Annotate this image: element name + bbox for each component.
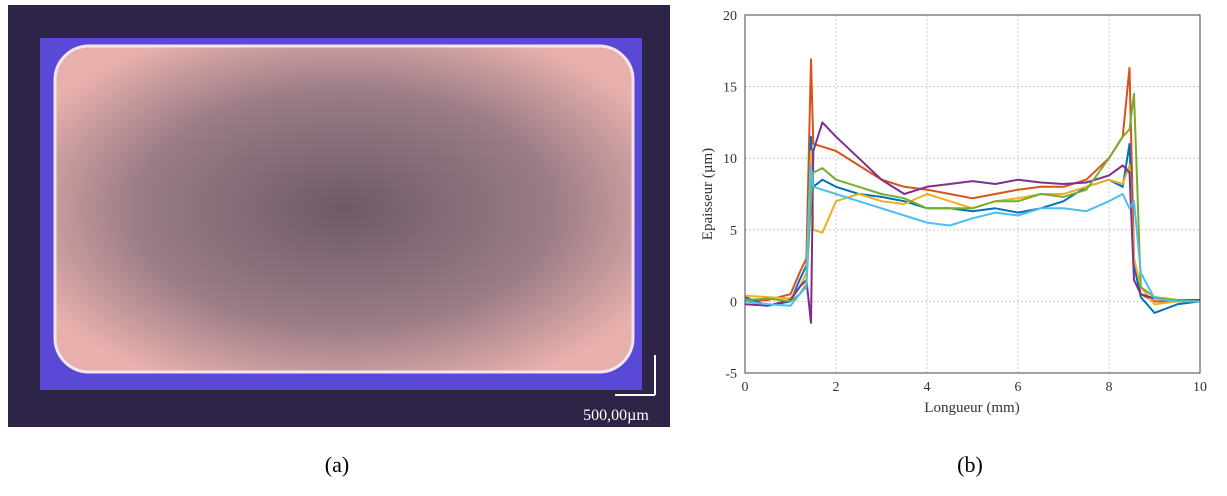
plot-area [745, 15, 1200, 373]
caption: (a) [325, 452, 349, 477]
x-tick-label: 4 [924, 380, 931, 395]
series-line [744, 121, 1200, 324]
y-tick-label: 15 [723, 81, 737, 96]
series-line [744, 58, 1200, 303]
x-tick-label: 2 [833, 380, 840, 395]
x-tick-label: 6 [1015, 380, 1022, 395]
x-tick-label: 10 [1193, 380, 1207, 395]
y-tick-label: 10 [723, 152, 737, 167]
y-tick-label: -5 [725, 367, 737, 382]
scale-bar-label: 500,00µm [583, 407, 649, 424]
x-tick-label: 8 [1106, 380, 1113, 395]
y-axis-label: Epaisseur (µm) [700, 148, 716, 240]
axes-frame [744, 14, 1201, 374]
plot: -5 0 5 10 15 20 0 2 4 6 8 10 [723, 9, 1207, 395]
series-line [744, 164, 1200, 307]
y-tick-label: 5 [730, 224, 737, 239]
x-axis-label: Longueur (mm) [924, 400, 1019, 416]
caption: (b) [957, 452, 983, 477]
micrograph: 500,00µm [8, 5, 670, 427]
y-tick-label: 20 [723, 9, 737, 24]
x-tick-label: 0 [742, 380, 749, 395]
y-tick-label: 0 [730, 295, 737, 310]
